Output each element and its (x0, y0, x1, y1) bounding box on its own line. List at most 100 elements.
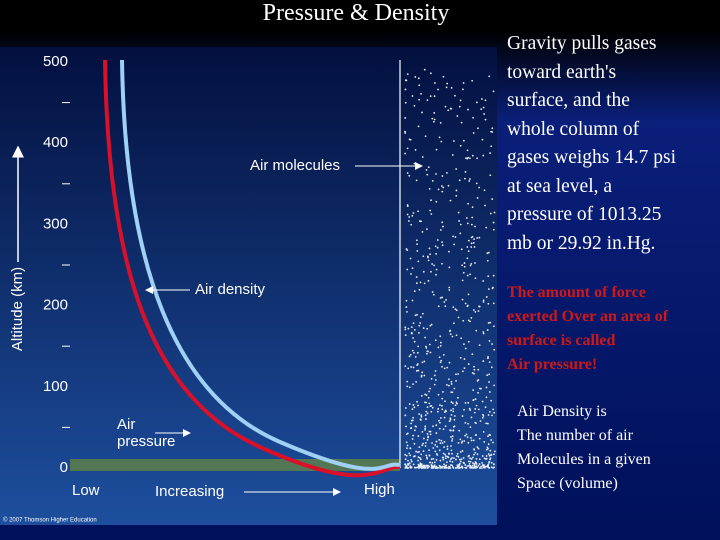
molecule (450, 380, 453, 383)
molecule (492, 325, 495, 328)
molecule (441, 175, 444, 177)
molecule (413, 406, 416, 409)
molecule (443, 416, 446, 419)
molecule (408, 403, 411, 405)
molecule (466, 257, 469, 260)
molecule (453, 415, 456, 417)
molecule (425, 464, 428, 467)
molecule (490, 466, 493, 469)
molecule (435, 453, 438, 455)
molecule (422, 465, 424, 467)
molecule (428, 390, 430, 393)
molecule (491, 127, 494, 130)
molecule (471, 216, 474, 219)
molecule (459, 99, 462, 102)
molecule (454, 308, 457, 311)
molecule (435, 268, 438, 271)
molecule (430, 213, 433, 215)
molecule (411, 419, 414, 422)
molecule (417, 260, 420, 263)
molecule (489, 458, 491, 461)
molecule (460, 121, 463, 124)
molecule (463, 367, 466, 370)
molecule (470, 223, 473, 226)
molecule (452, 402, 454, 405)
molecule (405, 299, 408, 302)
molecule (481, 400, 484, 403)
molecule (453, 243, 456, 246)
molecule (486, 446, 489, 449)
credit: © 2007 Thomson Higher Education (3, 517, 97, 524)
molecule (428, 343, 431, 346)
molecule (487, 251, 490, 254)
molecule (409, 353, 412, 356)
molecule (427, 350, 429, 353)
molecule (476, 466, 479, 469)
molecule (489, 321, 492, 324)
molecule (459, 460, 462, 463)
molecule (488, 467, 491, 469)
molecule (440, 439, 443, 442)
molecule (442, 456, 445, 459)
molecule (459, 144, 462, 147)
molecule (404, 463, 407, 466)
molecule (405, 248, 408, 250)
molecule (487, 447, 489, 450)
molecule (450, 409, 452, 412)
molecule (405, 433, 408, 436)
molecule (405, 441, 408, 444)
molecule (476, 446, 479, 449)
molecule (485, 455, 488, 457)
molecule (451, 439, 453, 442)
molecule (438, 449, 441, 452)
molecule (406, 447, 408, 450)
molecule (450, 449, 453, 452)
molecule (446, 448, 449, 450)
molecule (492, 221, 495, 224)
molecule (492, 274, 495, 277)
molecule (422, 327, 425, 329)
molecule (452, 425, 455, 428)
molecule (408, 216, 411, 218)
molecule (472, 439, 475, 442)
molecule (410, 273, 412, 275)
molecule (419, 457, 421, 459)
molecule (442, 75, 445, 78)
molecule (469, 273, 472, 276)
molecule (492, 228, 495, 231)
molecule (412, 337, 414, 339)
molecule (427, 396, 430, 399)
molecule (409, 454, 412, 457)
molecule (463, 343, 465, 346)
molecule (474, 311, 477, 313)
molecule (411, 299, 414, 302)
molecule (406, 310, 408, 313)
molecule (438, 427, 441, 430)
molecule (470, 439, 473, 442)
molecule (487, 414, 490, 416)
molecule (431, 263, 433, 265)
x-label: Low (72, 482, 100, 499)
molecule (442, 458, 445, 461)
molecule (439, 361, 442, 364)
figure: Altitude (km) Air molecules Air density … (0, 47, 497, 525)
molecule (420, 415, 423, 418)
molecule (447, 456, 450, 459)
text-line: The number of air (517, 427, 633, 444)
molecule (455, 309, 458, 312)
pressure-label: Air (117, 416, 135, 433)
molecule (455, 401, 458, 404)
molecule (441, 296, 444, 299)
molecule (454, 404, 457, 407)
molecule (413, 429, 416, 432)
molecule (469, 320, 471, 323)
molecule (430, 410, 433, 413)
molecule (459, 438, 462, 441)
molecule (458, 463, 461, 466)
molecule (425, 454, 428, 457)
molecule (430, 458, 433, 461)
molecule (413, 442, 416, 445)
molecule (449, 417, 452, 420)
molecule (493, 211, 496, 214)
molecule (426, 327, 429, 330)
